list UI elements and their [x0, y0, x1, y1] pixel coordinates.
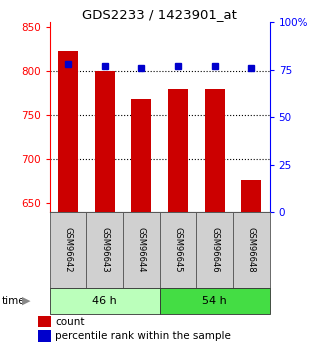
Bar [196, 212, 233, 288]
Text: 54 h: 54 h [202, 296, 227, 306]
Text: count: count [55, 317, 84, 327]
Bar [160, 288, 270, 314]
Bar [123, 212, 160, 288]
Bar [95, 71, 115, 212]
Bar [50, 288, 160, 314]
Text: percentile rank within the sample: percentile rank within the sample [55, 331, 231, 341]
Text: GSM96643: GSM96643 [100, 227, 109, 273]
Title: GDS2233 / 1423901_at: GDS2233 / 1423901_at [82, 8, 237, 21]
Bar [39, 316, 51, 327]
Bar [50, 212, 86, 288]
Bar [58, 51, 78, 212]
Bar [160, 212, 196, 288]
Bar [241, 179, 261, 212]
Text: 46 h: 46 h [92, 296, 117, 306]
Text: GSM96644: GSM96644 [137, 227, 146, 273]
Bar [86, 212, 123, 288]
Bar [233, 212, 270, 288]
Bar [168, 89, 188, 212]
Text: GSM96648: GSM96648 [247, 227, 256, 273]
Text: GSM96642: GSM96642 [64, 227, 73, 273]
Bar [204, 89, 225, 212]
Bar [39, 331, 51, 342]
Text: GSM96646: GSM96646 [210, 227, 219, 273]
Text: time: time [2, 296, 25, 306]
Text: GSM96645: GSM96645 [174, 227, 183, 273]
Bar [131, 99, 152, 212]
Text: ▶: ▶ [22, 296, 30, 306]
